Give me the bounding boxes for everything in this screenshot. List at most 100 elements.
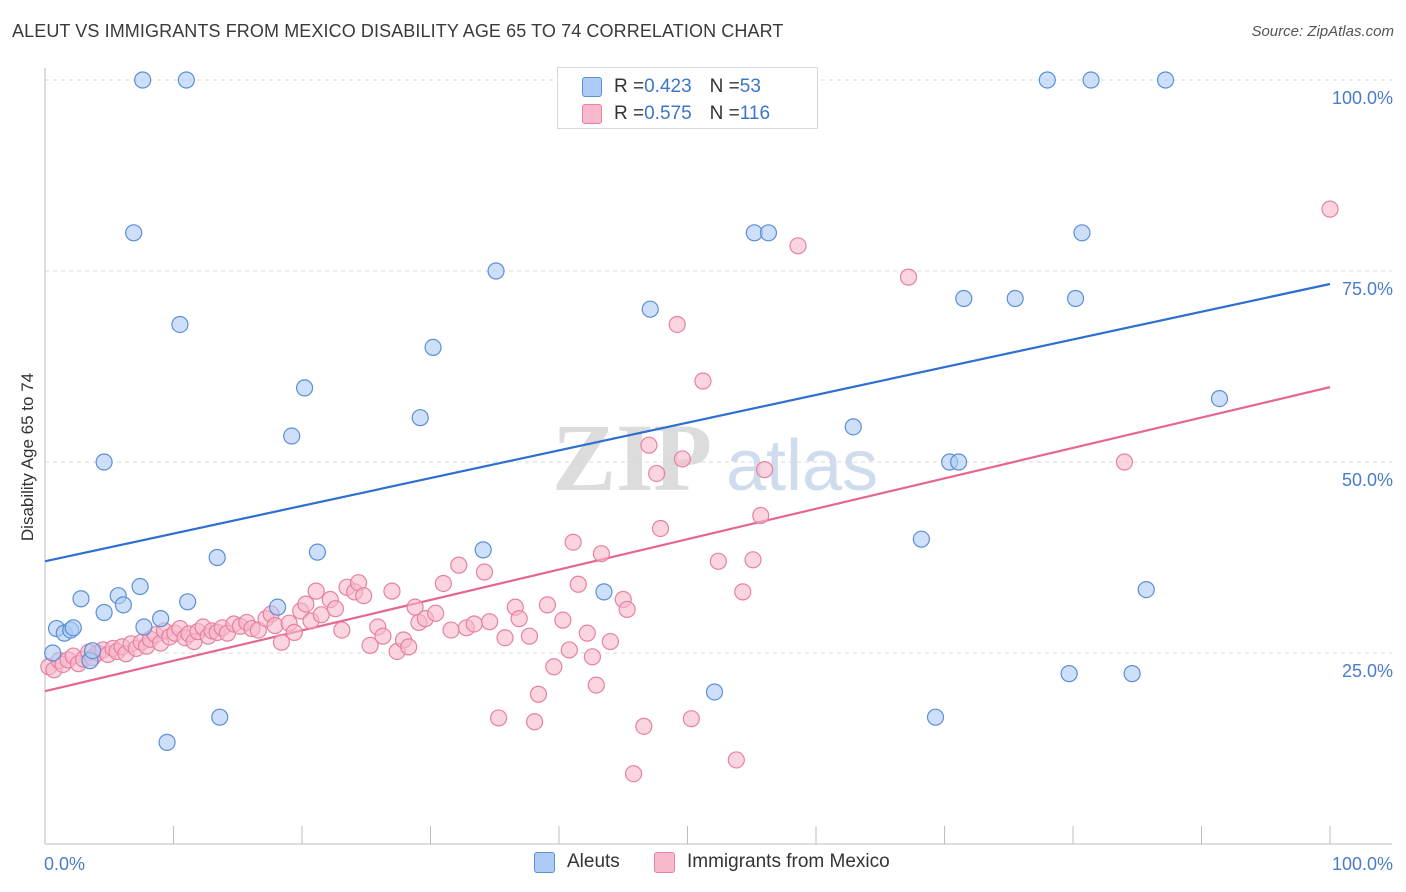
y-tick-label: 50.0% bbox=[1342, 470, 1393, 490]
legend-row-aleuts: R = 0.423 N = 53 bbox=[582, 74, 761, 100]
mexico-point bbox=[1321, 200, 1339, 218]
aleut-point bbox=[135, 618, 153, 636]
aleuts-swatch-icon bbox=[582, 77, 602, 97]
aleut-point bbox=[1073, 224, 1091, 242]
mexico-point bbox=[490, 709, 508, 727]
aleut-point bbox=[95, 453, 113, 471]
aleut-point bbox=[295, 379, 314, 397]
mexico-point bbox=[450, 556, 468, 574]
aleut-point bbox=[64, 619, 82, 637]
aleut-point bbox=[1038, 71, 1056, 89]
mexico-point bbox=[618, 600, 636, 619]
aleut-point bbox=[1156, 71, 1175, 89]
x-tick-label: 100.0% bbox=[1332, 854, 1393, 874]
aleut-point bbox=[208, 548, 226, 567]
mexico-point bbox=[755, 461, 774, 479]
aleut-point bbox=[759, 224, 778, 242]
aleut-point bbox=[705, 683, 724, 701]
aleut-point bbox=[424, 338, 442, 356]
aleut-point bbox=[955, 289, 973, 308]
mexico-point bbox=[624, 765, 643, 783]
aleut-point bbox=[1006, 289, 1024, 308]
mexico-point bbox=[727, 751, 745, 769]
legend-item-aleuts[interactable]: Aleuts bbox=[534, 851, 620, 873]
y-tick-label: 25.0% bbox=[1342, 661, 1393, 681]
mexico-point bbox=[465, 615, 483, 633]
mexico-point bbox=[400, 638, 418, 656]
mexico-point bbox=[592, 545, 611, 563]
aleut-point bbox=[44, 644, 62, 662]
aleut-point bbox=[1210, 389, 1229, 408]
r-value: 0.423 bbox=[644, 76, 692, 97]
chart-title: ALEUT VS IMMIGRANTS FROM MEXICO DISABILI… bbox=[12, 21, 784, 41]
mexico-point bbox=[475, 563, 494, 581]
aleut-point bbox=[177, 71, 195, 89]
n-value: 116 bbox=[739, 103, 771, 124]
mexico-point bbox=[744, 551, 762, 569]
aleut-point bbox=[95, 603, 113, 622]
mexico-point bbox=[578, 624, 596, 642]
mexico-point bbox=[326, 600, 345, 618]
mexico-swatch-icon bbox=[582, 104, 602, 124]
aleut-point bbox=[83, 642, 102, 660]
mexico-point bbox=[668, 315, 686, 334]
mexico-point bbox=[899, 268, 918, 286]
mexico-point bbox=[1115, 453, 1134, 471]
aleut-point bbox=[131, 577, 149, 596]
aleut-point bbox=[926, 708, 945, 726]
mexico-point bbox=[635, 717, 653, 735]
r-label: R = bbox=[614, 103, 645, 124]
aleut-point bbox=[179, 593, 197, 611]
aleut-point bbox=[912, 530, 930, 548]
mexico-trend-line bbox=[44, 386, 1331, 693]
mexico-point bbox=[564, 533, 582, 551]
y-axis-title: Disability Age 65 to 74 bbox=[18, 373, 37, 541]
mexico-point bbox=[554, 611, 572, 629]
r-value: 0.575 bbox=[644, 103, 692, 124]
aleut-point bbox=[152, 610, 170, 628]
aleut-point bbox=[114, 596, 132, 614]
mexico-point bbox=[434, 574, 452, 593]
mexico-point bbox=[272, 633, 291, 651]
data-points bbox=[40, 71, 1339, 783]
mexico-point bbox=[307, 582, 325, 600]
mexico-point bbox=[355, 587, 373, 605]
mexico-point bbox=[682, 710, 700, 728]
mexico-point bbox=[651, 519, 670, 538]
correlation-legend: R = 0.423 N = 53 R = 0.575 N = 116 bbox=[557, 67, 818, 129]
legend-label-aleuts: Aleuts bbox=[567, 851, 620, 872]
aleut-point bbox=[1137, 580, 1155, 599]
chart-source: Source: ZipAtlas.com bbox=[1251, 23, 1394, 40]
aleut-point bbox=[283, 427, 301, 445]
aleuts-swatch-icon bbox=[534, 851, 555, 873]
mexico-point bbox=[752, 506, 770, 525]
mexico-point bbox=[673, 450, 691, 468]
mexico-point bbox=[427, 604, 445, 622]
mexico-point bbox=[587, 676, 605, 694]
mexico-point bbox=[694, 372, 712, 390]
aleut-point bbox=[487, 262, 505, 280]
aleut-point bbox=[134, 71, 152, 89]
mexico-point bbox=[333, 621, 351, 639]
aleut-point bbox=[158, 733, 176, 751]
mexico-point bbox=[538, 596, 557, 614]
aleut-point bbox=[171, 315, 189, 334]
aleut-point bbox=[211, 708, 229, 726]
aleut-point bbox=[1060, 665, 1078, 683]
mexico-point bbox=[648, 464, 666, 483]
aleut-point bbox=[641, 300, 659, 318]
n-value: 53 bbox=[739, 76, 761, 97]
mexico-point bbox=[520, 627, 539, 645]
aleut-point bbox=[1123, 665, 1141, 683]
y-tick-label: 75.0% bbox=[1342, 279, 1393, 299]
mexico-point bbox=[525, 713, 544, 731]
legend-item-mexico[interactable]: Immigrants from Mexico bbox=[654, 851, 890, 873]
legend-label-mexico: Immigrants from Mexico bbox=[687, 851, 890, 872]
mexico-point bbox=[789, 237, 807, 255]
tick-labels: 25.0% 50.0% 75.0% 100.0% 0.0% 100.0% bbox=[44, 88, 1393, 874]
mexico-point bbox=[709, 552, 727, 570]
mexico-point bbox=[529, 685, 548, 703]
y-tick-label: 100.0% bbox=[1332, 88, 1393, 108]
mexico-point bbox=[496, 629, 514, 647]
